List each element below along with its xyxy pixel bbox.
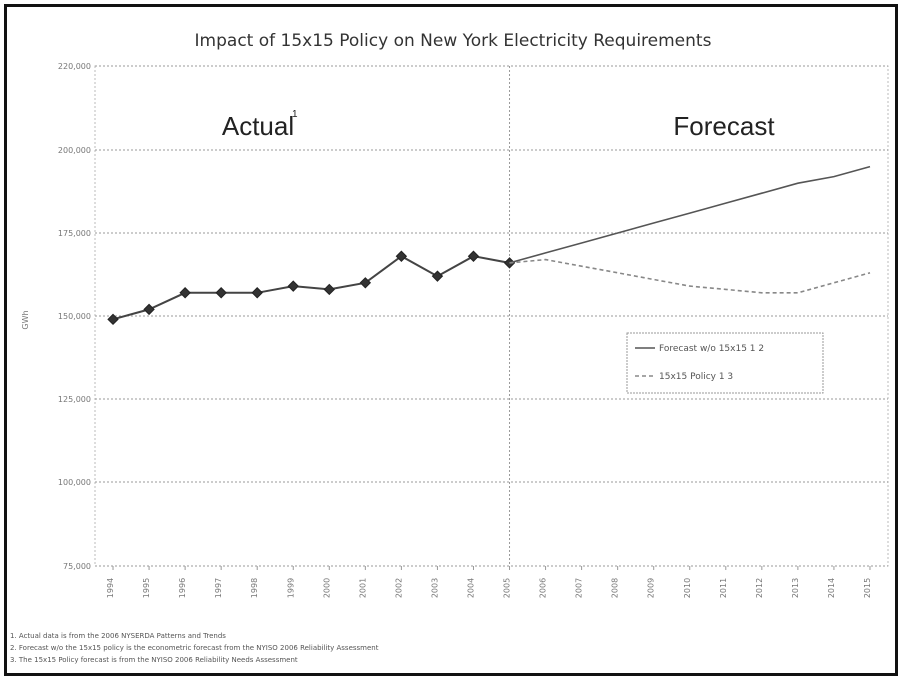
series-line	[112, 255, 510, 321]
legend-entry: 15x15 Policy 1 3	[659, 372, 733, 382]
legend-entry: Forecast w/o 15x15 1 2	[659, 344, 764, 354]
x-tick-label: 2001	[358, 578, 367, 598]
data-point	[395, 250, 408, 262]
x-tick-label: 2011	[719, 578, 728, 598]
x-tick-label: 2005	[503, 578, 512, 598]
x-tick-label: 2008	[611, 578, 620, 598]
plot-area: 75,000 100,000 125,000 150,000 175,000 200,00…	[58, 62, 889, 598]
x-tick-label: 2015	[863, 578, 872, 598]
y-tick-label: 220,000	[58, 62, 91, 71]
x-tick-label: 2009	[647, 578, 656, 598]
data-point	[215, 287, 227, 299]
data-point	[143, 303, 155, 316]
legend: Forecast w/o 15x15 1 2 15x15 Policy 1 3	[626, 332, 824, 394]
x-tick-label: 2004	[466, 578, 475, 598]
x-tick-label: 1994	[106, 578, 115, 598]
x-tick-label: 2006	[539, 578, 548, 598]
y-tick-label: 125,000	[58, 395, 91, 404]
x-tick-label: 2013	[791, 578, 800, 598]
data-point	[359, 277, 372, 289]
x-tick-label: 2002	[394, 578, 403, 598]
data-point	[323, 283, 336, 296]
data-point	[251, 287, 263, 299]
y-tick-label: 100,000	[58, 478, 91, 487]
data-point	[179, 287, 191, 299]
data-point	[287, 280, 299, 292]
footnote: 1. Actual data is from the 2006 NYSERDA …	[10, 632, 226, 640]
footnotes: 1. Actual data is from the 2006 NYSERDA …	[10, 632, 379, 664]
x-tick-label: 1997	[214, 578, 223, 598]
x-tick-label: 2012	[755, 578, 764, 598]
data-point	[431, 270, 444, 282]
footnote: 2. Forecast w/o the 15x15 policy is the …	[10, 644, 379, 652]
x-tick-label: 1996	[178, 578, 187, 598]
x-tick-label: 2003	[430, 578, 439, 598]
x-tick-label: 2007	[575, 578, 584, 598]
footnote: 3. The 15x15 Policy forecast is from the…	[10, 656, 298, 664]
data-point	[107, 313, 119, 326]
x-tick-label: 2010	[683, 578, 692, 598]
forecast-period-label: Forecast	[673, 111, 775, 141]
x-tick-label: 2000	[322, 578, 331, 598]
x-tick-label: 2014	[827, 578, 836, 598]
y-axis-label: GWh	[21, 310, 30, 329]
series-line	[509, 258, 871, 294]
legend-box	[626, 332, 824, 394]
x-tick-label: 1995	[142, 578, 151, 598]
y-tick-label: 200,000	[58, 146, 91, 155]
chart-title: Impact of 15x15 Policy on New York Elect…	[195, 31, 712, 51]
y-tick-label: 150,000	[58, 312, 91, 321]
y-tick-label: 75,000	[63, 562, 91, 571]
actual-period-superscript: 1	[292, 109, 298, 120]
series-line	[509, 165, 871, 264]
x-tick-label: 1999	[286, 578, 295, 598]
y-tick-label: 175,000	[58, 229, 91, 238]
data-point	[467, 250, 480, 262]
actual-period-label: Actual	[222, 111, 294, 141]
x-tick-label: 1998	[250, 578, 259, 598]
